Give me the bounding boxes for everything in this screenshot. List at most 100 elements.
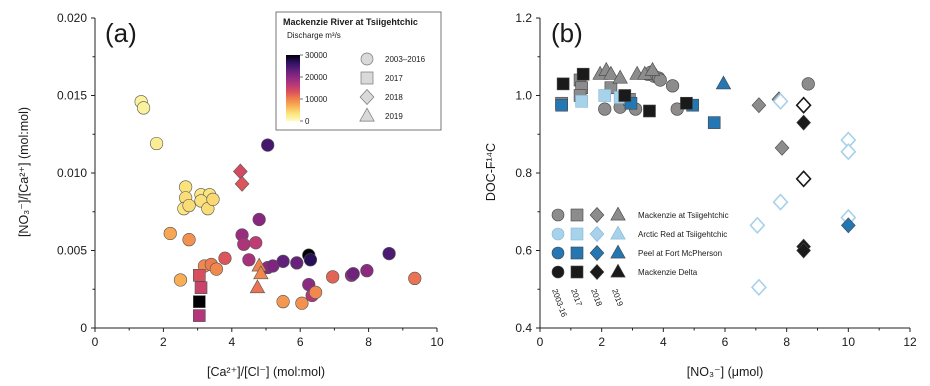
panel-a-x-tick-label: 4 xyxy=(228,335,235,349)
data-point-square xyxy=(575,95,588,108)
panel-a-x-tick-label: 10 xyxy=(430,335,444,349)
panel-b-y-tick-label: 1.2 xyxy=(515,11,532,25)
data-point-circle xyxy=(182,198,196,213)
data-point-circle xyxy=(173,273,188,287)
legend-year-label: 2018 xyxy=(589,288,604,308)
shape-legend: 2003–2016 2017 2018 2019 xyxy=(359,52,426,122)
data-point-circle xyxy=(163,226,177,241)
legend-marker-diamond xyxy=(589,264,605,280)
data-point-diamond xyxy=(840,143,857,161)
panel-a-label: (a) xyxy=(105,18,137,48)
legend-site-label: Mackenzie at Tsiigehtchic xyxy=(638,211,729,220)
legend-site-label: Peel at Fort McPherson xyxy=(638,249,722,258)
data-point-circle xyxy=(801,77,815,91)
panel-a-y-tick-label: 0 xyxy=(80,321,87,335)
data-point-circle xyxy=(237,237,251,251)
legend-shape-label: 2018 xyxy=(385,93,403,102)
data-point-circle xyxy=(408,271,422,286)
legend-title: Mackenzie River at Tsiigehtchic xyxy=(283,17,418,27)
data-point-circle xyxy=(346,267,360,281)
data-point-circle xyxy=(276,295,290,309)
legend-marker-square xyxy=(360,71,374,85)
legend-site-label: Arctic Red at Tsiigehtchic xyxy=(638,230,727,239)
legend-marker-triangle xyxy=(610,263,626,278)
legend-year-label: 2017 xyxy=(569,288,584,308)
data-point-circle xyxy=(653,73,667,87)
panel-b: 0 2 4 6 8 10 12 0.4 0.6 0.8 1.0 1.2 (b) [NO₃⁻] (μmo… xyxy=(484,11,917,379)
panel-b-x-axis-title: [NO₃⁻] (μmol) xyxy=(687,365,764,379)
panel-a-y-axis-title: [NO₃⁻]/[Ca²⁺] (mol:mol) xyxy=(17,107,31,237)
legend-marker-square xyxy=(570,265,584,279)
legend-shape-label: 2017 xyxy=(385,74,403,83)
data-point-diamond xyxy=(772,193,789,211)
legend-site-label: Mackenzie Delta xyxy=(638,268,698,277)
legend-marker-triangle xyxy=(359,107,375,122)
data-point-square xyxy=(194,281,208,295)
data-point-diamond xyxy=(234,175,250,192)
data-point-circle xyxy=(209,262,224,276)
legend-marker-square xyxy=(570,227,584,241)
panel-a: 0 2 4 6 8 10 0 0.005 0.010 0.015 0.020 (a) [Ca²⁺]/… xyxy=(17,11,444,379)
data-point-square xyxy=(555,98,568,112)
panel-a-x-tick-label: 6 xyxy=(297,335,304,349)
data-point-circle xyxy=(295,296,309,310)
colorbar-title: Discharge m³/s xyxy=(287,31,341,40)
data-point-circle xyxy=(665,79,680,93)
legend-marker-diamond xyxy=(589,245,605,261)
data-point-diamond xyxy=(795,170,812,188)
data-point-diamond xyxy=(750,278,767,296)
colorbar-tick-label: 0 xyxy=(305,117,310,126)
data-point-circle xyxy=(308,285,323,299)
panel-a-marks xyxy=(134,95,422,322)
panel-b-y-tick-label: 0.8 xyxy=(515,166,532,180)
data-point-diamond xyxy=(841,217,856,234)
legend-box xyxy=(275,11,442,131)
data-point-circle xyxy=(206,192,220,206)
data-point-diamond xyxy=(796,114,811,131)
colorbar xyxy=(286,55,300,121)
legend-marker-triangle xyxy=(610,206,626,221)
legend-year-label: 2003-16 xyxy=(550,288,569,319)
legend-marker-diamond xyxy=(359,88,375,106)
data-point-diamond xyxy=(233,163,248,180)
colorbar-tick-label: 30000 xyxy=(305,51,328,60)
data-point-circle xyxy=(276,254,290,268)
panel-b-y-tick-label: 0.6 xyxy=(515,244,532,258)
panel-a-legend: Mackenzie River at Tsiigehtchic Discharg… xyxy=(275,11,442,131)
legend-marker-circle xyxy=(551,208,565,222)
panel-b-x-tick-label: 8 xyxy=(783,335,790,349)
data-point-triangle xyxy=(253,265,269,280)
legend-marker-circle xyxy=(551,227,565,241)
data-point-circle xyxy=(382,247,396,261)
data-point-circle xyxy=(149,136,164,151)
data-point-square xyxy=(193,295,206,308)
data-point-circle xyxy=(182,233,196,247)
data-point-triangle xyxy=(249,279,266,294)
panel-a-x-axis-title: [Ca²⁺]/[Cl⁻] (mol:mol) xyxy=(207,365,325,379)
legend-marker-square xyxy=(570,246,584,260)
data-point-diamond xyxy=(749,216,766,234)
panel-b-x-tick-label: 12 xyxy=(903,335,917,349)
legend-marker-triangle xyxy=(610,244,626,259)
legend-marker-circle xyxy=(551,246,565,260)
panel-a-y-tick-label: 0.005 xyxy=(57,244,87,258)
panel-b-y-tick-label: 1.0 xyxy=(515,89,532,103)
data-point-triangle xyxy=(715,75,732,90)
legend-year-label: 2019 xyxy=(610,288,625,308)
data-point-diamond xyxy=(796,242,811,259)
data-point-square xyxy=(680,96,693,110)
data-point-diamond xyxy=(772,92,789,110)
data-point-square xyxy=(618,89,632,102)
data-point-circle xyxy=(326,270,340,284)
data-point-triangle xyxy=(644,61,661,76)
data-point-circle xyxy=(360,264,374,278)
data-point-circle xyxy=(598,102,612,116)
data-point-circle xyxy=(218,251,232,265)
data-point-square xyxy=(643,104,656,118)
colorbar-ticks: 0 10000 20000 30000 xyxy=(300,51,328,126)
panel-b-y-axis-title: DOC-F¹⁴C xyxy=(484,143,498,201)
data-point-triangle xyxy=(612,69,628,84)
panel-a-x-tick-label: 8 xyxy=(365,335,372,349)
